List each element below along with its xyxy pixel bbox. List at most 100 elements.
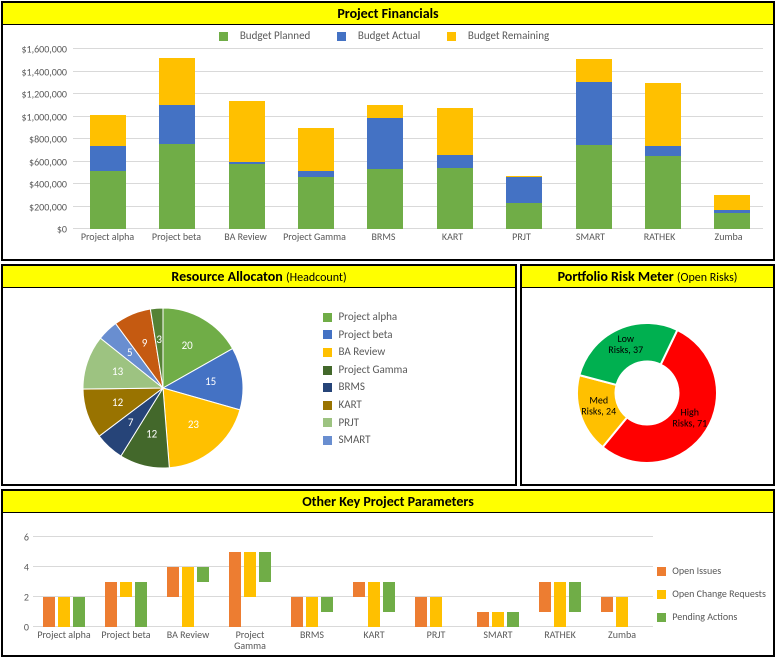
x-tick-label: Zumba [591,627,653,657]
financials-panel: Project Financials Budget Planned Budget… [1,1,775,261]
bar [569,582,581,612]
y-tick-label: 6 [24,531,29,544]
x-tick-label: Project beta [95,627,157,657]
y-tick-label: $600,000 [29,155,67,168]
bar-segment [714,195,750,210]
resource-panel: Resource Allocaton (Headcount) 201523127… [1,264,517,486]
financials-title: Project Financials [3,3,773,25]
bar-segment [159,105,195,143]
bar-group [167,567,209,627]
resource-subtitle: (Headcount) [286,271,347,285]
bar-segment [159,58,195,105]
risk-subtitle: (Open Risks) [677,271,738,285]
legend-remaining-label: Budget Remaining [468,29,549,42]
legend-item: SMART [323,431,408,449]
bar-segment [298,177,334,229]
bar-segment [159,144,195,230]
resource-pie: 2015231271213593 [13,288,313,486]
bar [291,597,303,627]
bar-segment [645,146,681,156]
legend-item: KART [323,396,408,414]
legend-planned-label: Budget Planned [240,29,311,42]
y-tick-label: $1,400,000 [21,65,67,78]
bar [306,597,318,627]
params-x-axis: Project alphaProject betaBA ReviewProjec… [33,627,653,657]
bar-segment [229,162,265,164]
bar-segment [229,101,265,162]
pie-slice-label: 3 [156,333,162,346]
financials-legend: Budget Planned Budget Actual Budget Rema… [3,25,773,44]
legend-swatch [323,330,332,339]
bar-group [105,582,147,627]
x-tick-label: Project alpha [73,229,142,259]
resource-title-text: Resource Allocaton [171,268,282,285]
bar [120,582,132,597]
bar-segment [714,210,750,213]
params-panel: Other Key Project Parameters 0246 Projec… [1,489,775,657]
params-plot-area [33,537,653,627]
legend-item: Project beta [323,326,408,344]
x-tick-label: BA Review [157,627,219,657]
y-tick-label: $200,000 [29,200,67,213]
risk-chart: HighRisks, 71MedRisks, 24LowRisks, 37 [522,288,773,486]
x-tick-label: SMART [556,229,625,259]
financials-x-axis: Project alphaProject betaBA ReviewProjec… [73,229,763,259]
params-chart: 0246 Project alphaProject betaBA ReviewP… [3,513,773,657]
x-tick-label: SMART [467,627,529,657]
bar-segment [437,168,473,229]
legend-issues-label: Open Issues [672,564,721,577]
bar [73,597,85,627]
y-tick-label: $1,600,000 [21,43,67,56]
params-legend: Open Issues Open Change Requests Pending… [657,553,769,634]
bar-group [601,597,643,627]
x-tick-label: Project alpha [33,627,95,657]
y-tick-label: $1,000,000 [21,110,67,123]
financials-plot-area [73,49,763,229]
params-title: Other Key Project Parameters [3,491,773,513]
x-tick-label: PRJT [405,627,467,657]
resource-chart: 2015231271213593 Project alpha Project b… [3,288,515,486]
bar-segment [576,145,612,229]
bar [321,597,333,612]
bar [43,597,55,627]
params-y-axis: 0246 [3,537,33,627]
bar-segment [506,176,542,177]
legend-ocr-label: Open Change Requests [672,587,766,600]
x-tick-label: RATHEK [625,229,694,259]
legend-swatch [323,383,332,392]
pie-slice-label: 15 [205,375,216,388]
bar-segment [645,83,681,146]
y-tick-label: $0 [57,223,67,236]
bar-segment [367,105,403,117]
y-tick-label: $400,000 [29,178,67,191]
bar [229,552,241,627]
legend-swatch [323,366,332,375]
bar [430,597,442,627]
pie-slice-label: 23 [188,418,200,431]
bar [507,612,519,627]
legend-swatch [323,348,332,357]
bar-segment [645,156,681,229]
legend-item: Project alpha [323,308,408,326]
bar-segment [229,164,265,229]
legend-swatch [323,418,332,427]
bar-segment [576,82,612,145]
x-tick-label: KART [343,627,405,657]
pie-slice-label: 20 [182,339,194,352]
legend-pending-swatch [657,613,666,622]
legend-item: BA Review [323,343,408,361]
risk-title: Portfolio Risk Meter (Open Risks) [522,266,773,288]
bar [135,582,147,627]
bar-segment [437,155,473,169]
bar [197,567,209,582]
legend-remaining-swatch [447,32,456,41]
x-tick-label: BRMS [349,229,418,259]
legend-swatch [323,436,332,445]
bar [383,582,395,612]
legend-pending-label: Pending Actions [672,610,737,623]
x-tick-label: Project beta [142,229,211,259]
y-tick-label: $800,000 [29,133,67,146]
bar-group [43,597,85,627]
x-tick-label: BRMS [281,627,343,657]
pie-slice-label: 12 [146,427,158,440]
